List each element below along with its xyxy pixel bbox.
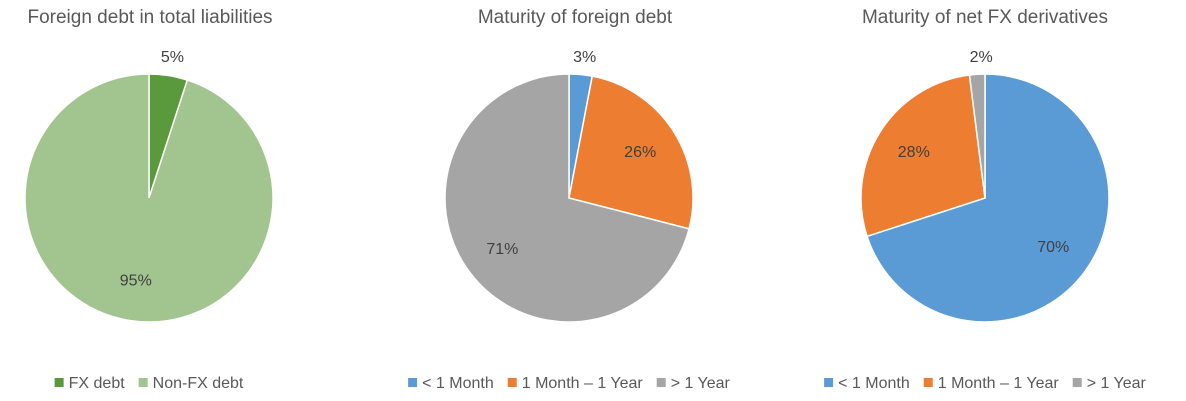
- legend-label: 1 Month – 1 Year: [522, 375, 644, 392]
- pie-slice: [444, 73, 691, 323]
- data-label: 95%: [120, 273, 152, 290]
- chart-title: Foreign debt in total liabilities: [27, 7, 272, 28]
- data-label: 5%: [161, 49, 184, 66]
- legend: FX debt Non-FX debt: [54, 375, 244, 392]
- pie-slice: [968, 73, 986, 199]
- legend-swatch: [923, 378, 933, 387]
- legend-label: > 1 Year: [1087, 375, 1147, 392]
- legend-swatch: [824, 378, 834, 387]
- pie-slice: [866, 73, 1110, 323]
- data-label: 70%: [1037, 239, 1069, 256]
- data-label: 71%: [486, 241, 518, 258]
- data-label: 28%: [898, 144, 930, 161]
- legend-swatch: [656, 378, 666, 387]
- data-label: 26%: [624, 144, 656, 161]
- pie-slice: [860, 74, 986, 238]
- pie-slice: [24, 73, 274, 323]
- legend-swatch: [138, 378, 148, 387]
- chart-title: Maturity of foreign debt: [478, 7, 673, 28]
- pie-slice: [568, 75, 694, 230]
- legend-label: < 1 Month: [838, 375, 910, 392]
- data-label: 2%: [970, 49, 993, 66]
- data-label: 3%: [573, 49, 596, 66]
- legend-label: 1 Month – 1 Year: [938, 375, 1060, 392]
- legend-swatch: [54, 378, 64, 387]
- legend-label: < 1 Month: [422, 375, 494, 392]
- chart-title: Maturity of net FX derivatives: [862, 7, 1108, 28]
- legend-swatch: [408, 378, 418, 387]
- legend-label: Non-FX debt: [153, 375, 244, 392]
- legend-swatch: [1072, 378, 1082, 387]
- legend: < 1 Month 1 Month – 1 Year > 1 Year: [824, 375, 1147, 392]
- legend: < 1 Month 1 Month – 1 Year > 1 Year: [408, 375, 731, 392]
- legend-label: > 1 Year: [671, 375, 731, 392]
- legend-swatch: [507, 378, 517, 387]
- legend-label: FX debt: [69, 375, 126, 392]
